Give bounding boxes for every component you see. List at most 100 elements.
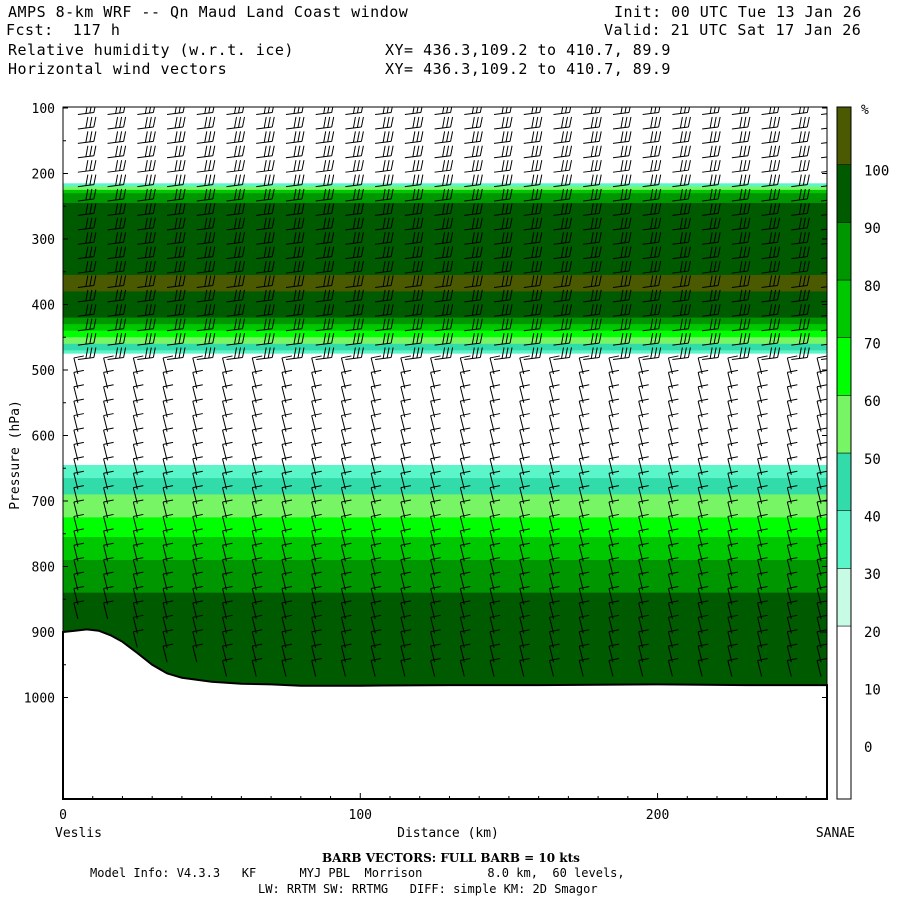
cross-section-coords-2: XY= 436.3,109.2 to 410.7, 89.9 <box>385 60 671 78</box>
rh-band <box>63 245 827 250</box>
rh-band <box>63 337 827 342</box>
wind-barb <box>702 107 720 116</box>
wind-barb <box>553 203 572 216</box>
wind-barb <box>612 116 632 130</box>
wind-barb <box>702 347 721 361</box>
rh-band <box>63 163 827 168</box>
wind-barb <box>434 318 454 332</box>
wind-barb <box>820 156 827 159</box>
wind-barb <box>791 304 810 317</box>
wind-barb <box>137 145 156 159</box>
rh-band <box>63 320 827 325</box>
wind-barb <box>553 174 572 188</box>
wind-barb <box>820 199 827 202</box>
wind-barb <box>642 304 662 317</box>
wind-barb <box>702 188 721 202</box>
wind-barb <box>612 246 632 260</box>
wind-barb <box>375 347 394 361</box>
wind-barb <box>672 116 691 130</box>
forecast-hour: Fcst: 117 h <box>6 21 121 39</box>
wind-barb <box>77 333 97 346</box>
wind-barb <box>256 232 275 245</box>
wind-barb <box>375 145 394 159</box>
wind-barb <box>464 304 483 317</box>
wind-barb <box>166 347 186 361</box>
wind-barb <box>285 145 305 159</box>
wind-barb <box>137 232 156 245</box>
wind-barb <box>761 160 781 173</box>
wind-barb <box>166 318 186 332</box>
rh-band <box>63 330 827 335</box>
wind-barb <box>404 174 424 188</box>
rh-band <box>63 635 827 640</box>
wind-barb <box>761 333 781 346</box>
wind-barb <box>672 145 691 159</box>
rh-band <box>63 455 827 460</box>
wind-barb <box>464 333 483 346</box>
rh-band <box>63 232 827 237</box>
wind-barb <box>196 333 216 346</box>
wind-barb <box>196 160 216 173</box>
wind-barb <box>77 318 97 332</box>
wind-barb <box>256 289 275 303</box>
wind-barb <box>642 217 662 231</box>
rh-band <box>63 556 827 561</box>
wind-barb <box>672 246 691 260</box>
wind-barb <box>493 160 513 173</box>
wind-barb <box>493 217 513 231</box>
wind-barb <box>107 203 127 216</box>
rh-band <box>63 124 827 129</box>
wind-barb <box>761 174 781 188</box>
wind-barb <box>583 131 602 144</box>
wind-barb <box>315 260 335 274</box>
wind-barb <box>137 246 156 260</box>
colorbar-tick-label: 70 <box>864 336 881 352</box>
wind-barb <box>464 217 483 231</box>
wind-barb <box>702 145 721 159</box>
rh-band <box>63 202 827 207</box>
rh-band <box>63 651 827 656</box>
wind-barb <box>251 658 263 677</box>
barb-note: BARB VECTORS: FULL BARB = 10 kts <box>322 851 580 865</box>
rh-band <box>63 206 827 211</box>
colorbar-tick-label: 20 <box>864 625 881 641</box>
wind-barb <box>642 289 662 303</box>
rh-band <box>63 366 827 371</box>
rh-band <box>63 317 827 322</box>
wind-barb <box>672 131 691 144</box>
wind-barb <box>375 217 394 231</box>
wind-barb <box>702 203 721 216</box>
wind-barb <box>672 318 691 332</box>
wind-barb <box>375 260 394 274</box>
rh-band <box>63 582 827 587</box>
rh-band <box>63 108 827 112</box>
wind-barb <box>345 289 364 303</box>
wind-barb <box>761 203 781 216</box>
colorbar-tick-label: 30 <box>864 567 881 583</box>
wind-barb <box>464 160 483 173</box>
rh-band <box>63 625 827 630</box>
rh-band <box>63 415 827 420</box>
rh-band <box>63 468 827 473</box>
colorbar-swatch <box>836 164 852 223</box>
wind-barb <box>345 260 364 274</box>
wind-barb <box>256 116 275 130</box>
wind-barb <box>464 203 483 216</box>
wind-barb <box>285 188 305 202</box>
wind-barb <box>77 289 97 303</box>
rh-band <box>63 523 827 528</box>
wind-barb <box>731 203 751 216</box>
rh-band <box>63 150 827 155</box>
wind-barb <box>137 203 156 216</box>
wind-barb <box>434 160 454 173</box>
wind-barb <box>553 232 572 245</box>
wind-barb <box>226 160 245 173</box>
wind-barb <box>731 131 751 144</box>
wind-barb <box>612 217 632 231</box>
rh-band <box>63 618 827 623</box>
wind-barb <box>226 333 245 346</box>
wind-barb <box>434 188 454 202</box>
wind-barb <box>612 232 632 245</box>
wind-barb <box>103 600 114 620</box>
rh-band <box>63 278 827 283</box>
